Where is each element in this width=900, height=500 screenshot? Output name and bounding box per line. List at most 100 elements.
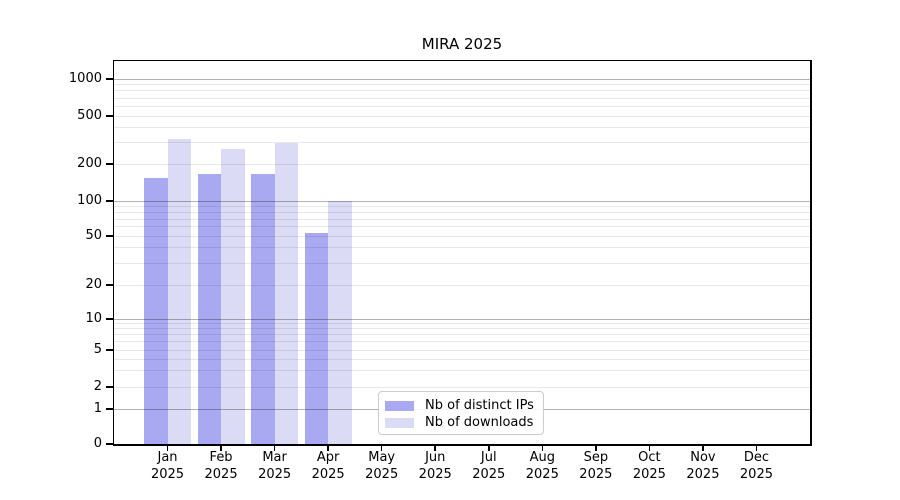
- x-tick-month: Mar: [262, 450, 287, 465]
- minor-gridline: [114, 90, 810, 92]
- x-tick-month: Oct: [638, 450, 661, 465]
- x-tick-label: May 2025: [340, 449, 424, 483]
- x-tick-month: Jun: [425, 450, 446, 465]
- x-tick-year: 2025: [150, 467, 185, 482]
- minor-gridline: [114, 105, 810, 107]
- x-tick-year: 2025: [579, 467, 613, 482]
- y-tick-mark: [106, 115, 113, 117]
- bar-downloads: [167, 139, 192, 444]
- y-tick-mark: [106, 443, 113, 445]
- x-tick-label: Dec 2025: [714, 449, 798, 483]
- y-tick-label: 500: [77, 108, 102, 123]
- x-tick-year: 2025: [204, 467, 238, 482]
- y-tick-label: 0: [93, 436, 102, 451]
- x-tick-mark: [380, 445, 383, 451]
- minor-gridline: [114, 341, 810, 343]
- minor-gridline: [114, 142, 810, 144]
- y-tick-mark: [106, 318, 113, 320]
- legend-label: Nb of downloads: [425, 415, 534, 430]
- x-tick-year: 2025: [525, 467, 559, 482]
- legend-row: Nb of downloads: [385, 414, 537, 431]
- minor-gridline: [114, 115, 810, 117]
- chart-title: MIRA 2025: [421, 35, 503, 53]
- x-tick-month: Dec: [743, 450, 770, 465]
- y-tick-mark: [106, 386, 113, 388]
- minor-gridline: [114, 334, 810, 336]
- x-tick-month: Nov: [690, 450, 716, 465]
- minor-gridline: [114, 163, 810, 165]
- minor-gridline: [114, 370, 810, 372]
- x-tick-label: Sep 2025: [554, 449, 638, 483]
- y-tick-label: 20: [85, 277, 102, 292]
- y-axis-right-spine: [810, 59, 812, 446]
- minor-gridline: [114, 205, 810, 207]
- x-tick-year: 2025: [686, 467, 720, 482]
- y-tick-mark: [106, 163, 113, 165]
- x-tick-label: Jun 2025: [393, 449, 477, 483]
- x-tick-mark: [541, 445, 544, 451]
- minor-gridline: [114, 97, 810, 99]
- x-tick-label: Nov 2025: [661, 449, 745, 483]
- x-tick-mark: [595, 445, 597, 451]
- y-tick-mark: [106, 408, 113, 410]
- y-tick-mark: [106, 349, 113, 351]
- minor-gridline: [114, 358, 810, 360]
- bar-distinct-ips: [197, 174, 222, 444]
- minor-gridline: [114, 127, 810, 129]
- minor-gridline: [114, 84, 810, 86]
- x-tick-mark: [755, 445, 758, 451]
- x-tick-month: Sep: [583, 450, 609, 465]
- bar-distinct-ips: [251, 174, 275, 444]
- x-tick-year: 2025: [739, 467, 773, 482]
- x-tick-mark: [648, 445, 651, 451]
- bar-distinct-ips: [144, 177, 168, 444]
- legend-swatch-icon: [385, 400, 414, 411]
- x-tick-label: Oct 2025: [607, 449, 691, 483]
- minor-gridline: [114, 218, 810, 220]
- y-axis-left-spine: [112, 59, 114, 446]
- x-tick-year: 2025: [311, 467, 345, 482]
- x-tick-mark: [702, 445, 704, 451]
- x-tick-label: Feb 2025: [179, 449, 263, 483]
- bar-downloads: [328, 201, 352, 444]
- x-tick-year: 2025: [632, 467, 666, 482]
- minor-gridline: [114, 262, 810, 264]
- x-tick-mark: [488, 445, 490, 451]
- minor-gridline: [114, 386, 810, 388]
- x-tick-month: Jan: [157, 450, 178, 465]
- x-tick-year: 2025: [258, 467, 292, 482]
- bar-downloads: [274, 142, 299, 444]
- x-tick-month: Feb: [209, 450, 233, 465]
- x-tick-label: Apr 2025: [286, 449, 370, 483]
- y-tick-mark: [106, 200, 113, 202]
- x-tick-mark: [434, 445, 436, 451]
- x-tick-mark: [327, 445, 329, 451]
- x-tick-year: 2025: [418, 467, 452, 482]
- major-gridline: [114, 78, 810, 80]
- y-tick-label: 1000: [68, 71, 102, 86]
- y-tick-label: 10: [85, 311, 102, 326]
- x-tick-mark: [273, 445, 276, 451]
- x-tick-month: Aug: [529, 450, 555, 465]
- legend: Nb of distinct IPs Nb of downloads: [378, 391, 544, 435]
- bar-downloads: [221, 149, 245, 444]
- x-axis-top-spine: [112, 59, 812, 61]
- y-tick-mark: [106, 235, 113, 237]
- minor-gridline: [114, 211, 810, 213]
- x-tick-label: Jul 2025: [447, 449, 531, 483]
- y-tick-label: 2: [93, 379, 102, 394]
- x-tick-month: Jul: [480, 450, 497, 465]
- x-tick-mark: [220, 445, 222, 451]
- x-tick-month: Apr: [316, 450, 340, 465]
- legend-swatch-icon: [385, 417, 414, 428]
- minor-gridline: [114, 323, 810, 325]
- y-tick-label: 100: [77, 193, 102, 208]
- x-tick-year: 2025: [472, 467, 506, 482]
- major-gridline: [114, 318, 810, 320]
- major-gridline: [114, 200, 810, 202]
- x-tick-label: Jan 2025: [126, 449, 210, 483]
- y-tick-mark: [106, 78, 113, 80]
- y-tick-label: 200: [77, 156, 102, 171]
- y-tick-label: 1: [93, 401, 102, 416]
